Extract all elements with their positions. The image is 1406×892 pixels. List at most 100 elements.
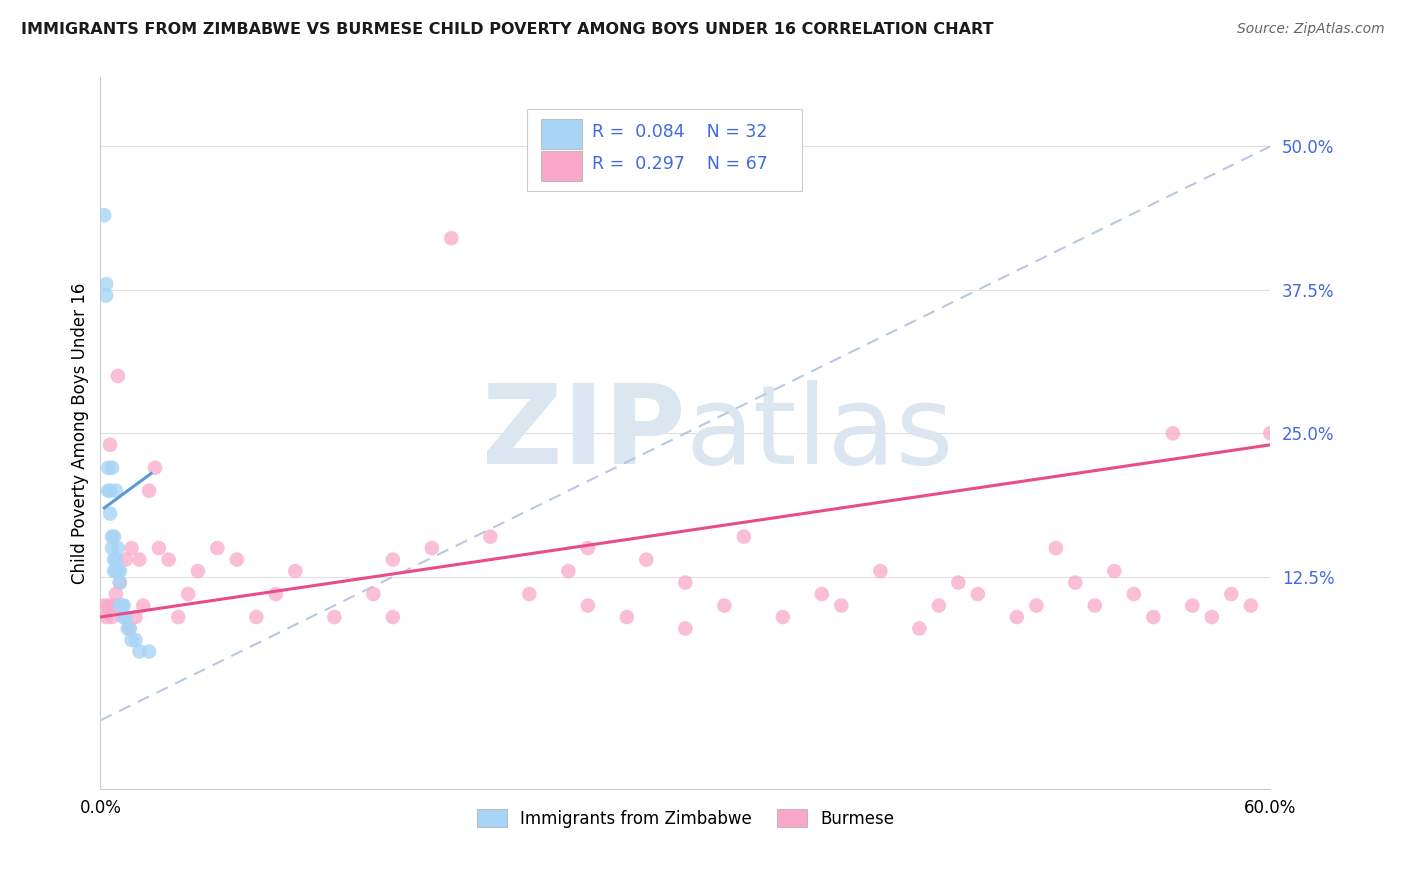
Point [96, 277, 118, 291]
Point [124, 632, 146, 647]
Point [97, 483, 120, 498]
Point [733, 530, 755, 544]
Point [167, 610, 190, 624]
Point [93, 208, 115, 222]
Point [772, 610, 794, 624]
Point [117, 622, 139, 636]
Point [114, 610, 136, 624]
Point [636, 552, 658, 566]
Point [1142, 610, 1164, 624]
Point [108, 575, 131, 590]
Point [107, 564, 129, 578]
Point [264, 587, 287, 601]
FancyBboxPatch shape [527, 110, 803, 191]
Point [811, 587, 834, 601]
Point [1161, 426, 1184, 441]
Point [908, 622, 931, 636]
Point [157, 552, 180, 566]
Text: Source: ZipAtlas.com: Source: ZipAtlas.com [1237, 22, 1385, 37]
Point [111, 599, 134, 613]
Point [1084, 599, 1107, 613]
Point [323, 610, 346, 624]
Point [1025, 599, 1047, 613]
Point [557, 564, 579, 578]
Point [1240, 599, 1263, 613]
Point [381, 552, 404, 566]
Point [121, 541, 143, 555]
Point [673, 622, 696, 636]
Point [107, 368, 129, 383]
FancyBboxPatch shape [541, 119, 582, 149]
Point [103, 530, 125, 544]
Point [284, 564, 307, 578]
Point [112, 610, 135, 624]
Point [869, 564, 891, 578]
Point [98, 483, 121, 498]
Point [114, 552, 136, 566]
Point [713, 599, 735, 613]
Point [104, 564, 127, 578]
Point [104, 483, 127, 498]
Point [576, 599, 599, 613]
Point [616, 610, 638, 624]
Point [673, 575, 696, 590]
Point [96, 288, 118, 302]
Point [1201, 610, 1223, 624]
Point [107, 541, 129, 555]
Point [1104, 564, 1126, 578]
Point [118, 622, 141, 636]
Point [103, 564, 125, 578]
Point [966, 587, 988, 601]
Point [132, 599, 155, 613]
Point [1122, 587, 1144, 601]
Point [103, 599, 125, 613]
Text: R =  0.084    N = 32: R = 0.084 N = 32 [592, 123, 768, 141]
Point [1260, 426, 1282, 441]
Point [112, 610, 135, 624]
Point [576, 541, 599, 555]
Point [928, 599, 950, 613]
Point [143, 460, 166, 475]
Point [128, 644, 150, 658]
Legend: Immigrants from Zimbabwe, Burmese: Immigrants from Zimbabwe, Burmese [470, 803, 901, 834]
Point [138, 644, 160, 658]
Point [1064, 575, 1087, 590]
Point [103, 552, 125, 566]
Point [363, 587, 385, 601]
Point [245, 610, 267, 624]
Point [97, 599, 120, 613]
Point [1220, 587, 1243, 601]
Point [381, 610, 404, 624]
Point [1045, 541, 1067, 555]
Point [111, 599, 134, 613]
Point [479, 530, 502, 544]
Point [96, 610, 118, 624]
Y-axis label: Child Poverty Among Boys Under 16: Child Poverty Among Boys Under 16 [72, 283, 89, 584]
Text: ZIP: ZIP [482, 380, 685, 487]
Point [112, 599, 135, 613]
Text: IMMIGRANTS FROM ZIMBABWE VS BURMESE CHILD POVERTY AMONG BOYS UNDER 16 CORRELATIO: IMMIGRANTS FROM ZIMBABWE VS BURMESE CHIL… [21, 22, 994, 37]
Point [225, 552, 247, 566]
Text: atlas: atlas [685, 380, 953, 487]
Point [440, 231, 463, 245]
Point [104, 552, 127, 566]
Point [124, 610, 146, 624]
Point [108, 575, 131, 590]
Point [830, 599, 852, 613]
Point [121, 632, 143, 647]
Point [517, 587, 540, 601]
Point [98, 438, 121, 452]
Point [101, 530, 124, 544]
Point [101, 460, 124, 475]
Point [177, 587, 200, 601]
Point [187, 564, 209, 578]
Point [948, 575, 970, 590]
Point [148, 541, 170, 555]
Point [1181, 599, 1204, 613]
Point [420, 541, 443, 555]
Point [101, 541, 124, 555]
Point [93, 599, 115, 613]
Point [98, 507, 121, 521]
FancyBboxPatch shape [541, 151, 582, 181]
Point [104, 587, 127, 601]
